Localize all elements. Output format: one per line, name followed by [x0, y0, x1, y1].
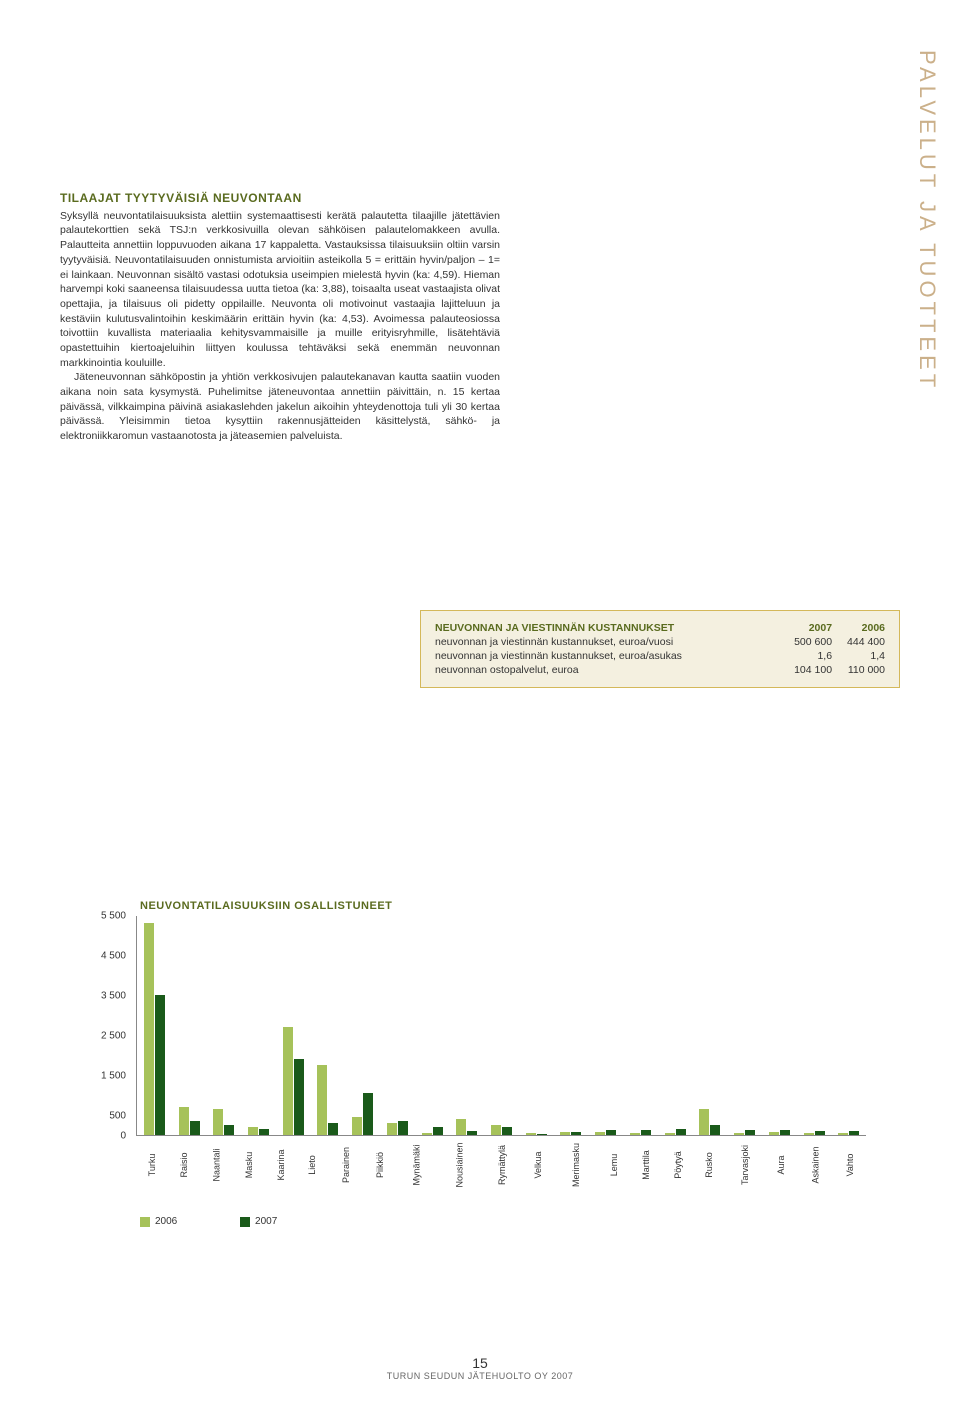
- cost-row-label: neuvonnan ja viestinnän kustannukset, eu…: [435, 649, 779, 663]
- article-heading: TILAAJAT TYYTYVÄISIÄ NEUVONTAAN: [60, 190, 500, 207]
- bar-2007: [571, 1132, 581, 1135]
- bar-2006: [317, 1065, 327, 1135]
- bar-2007: [641, 1130, 651, 1135]
- bar-2006: [665, 1133, 675, 1135]
- chart-title: NEUVONTATILAISUUKSIIN OSALLISTUNEET: [140, 900, 880, 912]
- x-category: Velkua: [533, 1149, 543, 1181]
- bar-2007: [537, 1134, 547, 1135]
- y-axis: 5 5004 5003 5002 5001 5005000: [80, 916, 130, 1136]
- x-category: Nousiainen: [455, 1142, 465, 1187]
- bar-2007: [710, 1125, 720, 1135]
- bar-2006: [526, 1133, 536, 1135]
- cost-row-label: neuvonnan ostopalvelut, euroa: [435, 663, 779, 677]
- publisher: TURUN SEUDUN JÄTEHUOLTO OY 2007: [387, 1371, 574, 1381]
- legend-swatch-2007: [240, 1217, 250, 1227]
- x-category: Kaarina: [275, 1149, 285, 1181]
- paragraph-1: Syksyllä neuvontatilaisuuksista alettiin…: [60, 209, 500, 371]
- page-number: 15: [0, 1355, 960, 1371]
- legend: 2006 2007: [140, 1216, 337, 1230]
- x-category: Marttila: [641, 1149, 651, 1181]
- x-category: Mynämäki: [412, 1144, 422, 1185]
- cost-row-v2: 110 000: [832, 663, 885, 677]
- x-category: Vahto: [845, 1149, 855, 1181]
- bar-2006: [838, 1133, 848, 1135]
- bar-2006: [283, 1027, 293, 1135]
- x-category: Lieto: [307, 1149, 317, 1181]
- cost-row-v1: 500 600: [779, 635, 832, 649]
- cost-row-v1: 1,6: [779, 649, 832, 663]
- cost-row-v2: 1,4: [832, 649, 885, 663]
- bar-2007: [606, 1130, 616, 1135]
- bar-2006: [179, 1107, 189, 1135]
- x-category: Raisio: [179, 1149, 189, 1181]
- x-category: Naantali: [211, 1148, 221, 1181]
- cost-box: NEUVONNAN JA VIESTINNÄN KUSTANNUKSET 200…: [420, 610, 900, 688]
- legend-swatch-2006: [140, 1217, 150, 1227]
- chart: NEUVONTATILAISUUKSIIN OSALLISTUNEET 5 50…: [80, 900, 880, 1176]
- bar-2006: [456, 1119, 466, 1135]
- x-axis: TurkuRaisioNaantaliMaskuKaarinaLietoPara…: [136, 1138, 866, 1148]
- bar-2007: [780, 1130, 790, 1135]
- footer: 15 TURUN SEUDUN JÄTEHUOLTO OY 2007: [0, 1355, 960, 1381]
- paragraph-2: Jäteneuvonnan sähköpostin ja yhtiön verk…: [60, 370, 500, 443]
- x-category: Pöytyä: [673, 1149, 683, 1181]
- cost-row-v1: 104 100: [779, 663, 832, 677]
- bar-2007: [363, 1093, 373, 1135]
- bar-2006: [248, 1127, 258, 1135]
- x-category: Rusko: [704, 1149, 714, 1181]
- bar-2006: [491, 1125, 501, 1135]
- bar-2007: [259, 1129, 269, 1135]
- x-category: Askainen: [811, 1146, 821, 1183]
- x-category: Parainen: [341, 1147, 351, 1183]
- bar-2007: [745, 1130, 755, 1135]
- x-category: Aura: [776, 1149, 786, 1181]
- bar-2006: [595, 1132, 605, 1135]
- x-category: Tarvasjoki: [740, 1145, 750, 1185]
- bar-2007: [815, 1131, 825, 1135]
- bar-2007: [224, 1125, 234, 1135]
- cost-col2: 2006: [832, 621, 885, 635]
- bar-2007: [502, 1127, 512, 1135]
- plot-area: [136, 916, 866, 1136]
- bar-2006: [213, 1109, 223, 1135]
- x-category: Masku: [244, 1149, 254, 1181]
- x-category: Piikkiö: [375, 1149, 385, 1181]
- bar-2006: [144, 923, 154, 1135]
- cost-row-label: neuvonnan ja viestinnän kustannukset, eu…: [435, 635, 779, 649]
- bar-2007: [849, 1131, 859, 1135]
- bar-2007: [328, 1123, 338, 1135]
- bar-2006: [560, 1132, 570, 1135]
- bar-2007: [398, 1121, 408, 1135]
- bar-2007: [467, 1131, 477, 1135]
- side-tab: PALVELUT JA TUOTTEET: [914, 50, 940, 391]
- x-category: Rymättylä: [497, 1145, 507, 1185]
- bar-2006: [352, 1117, 362, 1135]
- bar-2006: [804, 1133, 814, 1135]
- bar-2007: [190, 1121, 200, 1135]
- x-category: Turku: [147, 1149, 157, 1181]
- bar-2006: [769, 1132, 779, 1135]
- bar-2007: [676, 1129, 686, 1135]
- bar-2007: [294, 1059, 304, 1135]
- x-category: Merimasku: [571, 1143, 581, 1187]
- bar-2007: [155, 995, 165, 1135]
- article-body: TILAAJAT TYYTYVÄISIÄ NEUVONTAAN Syksyllä…: [60, 190, 500, 444]
- legend-label-2006: 2006: [155, 1216, 177, 1227]
- bar-2006: [422, 1133, 432, 1135]
- cost-title: NEUVONNAN JA VIESTINNÄN KUSTANNUKSET: [435, 621, 779, 635]
- bar-2006: [630, 1133, 640, 1135]
- bar-2006: [734, 1133, 744, 1135]
- cost-col1: 2007: [779, 621, 832, 635]
- x-category: Lemu: [609, 1149, 619, 1181]
- cost-row-v2: 444 400: [832, 635, 885, 649]
- bar-2007: [433, 1127, 443, 1135]
- bar-2006: [387, 1123, 397, 1135]
- legend-label-2007: 2007: [255, 1216, 277, 1227]
- bar-2006: [699, 1109, 709, 1135]
